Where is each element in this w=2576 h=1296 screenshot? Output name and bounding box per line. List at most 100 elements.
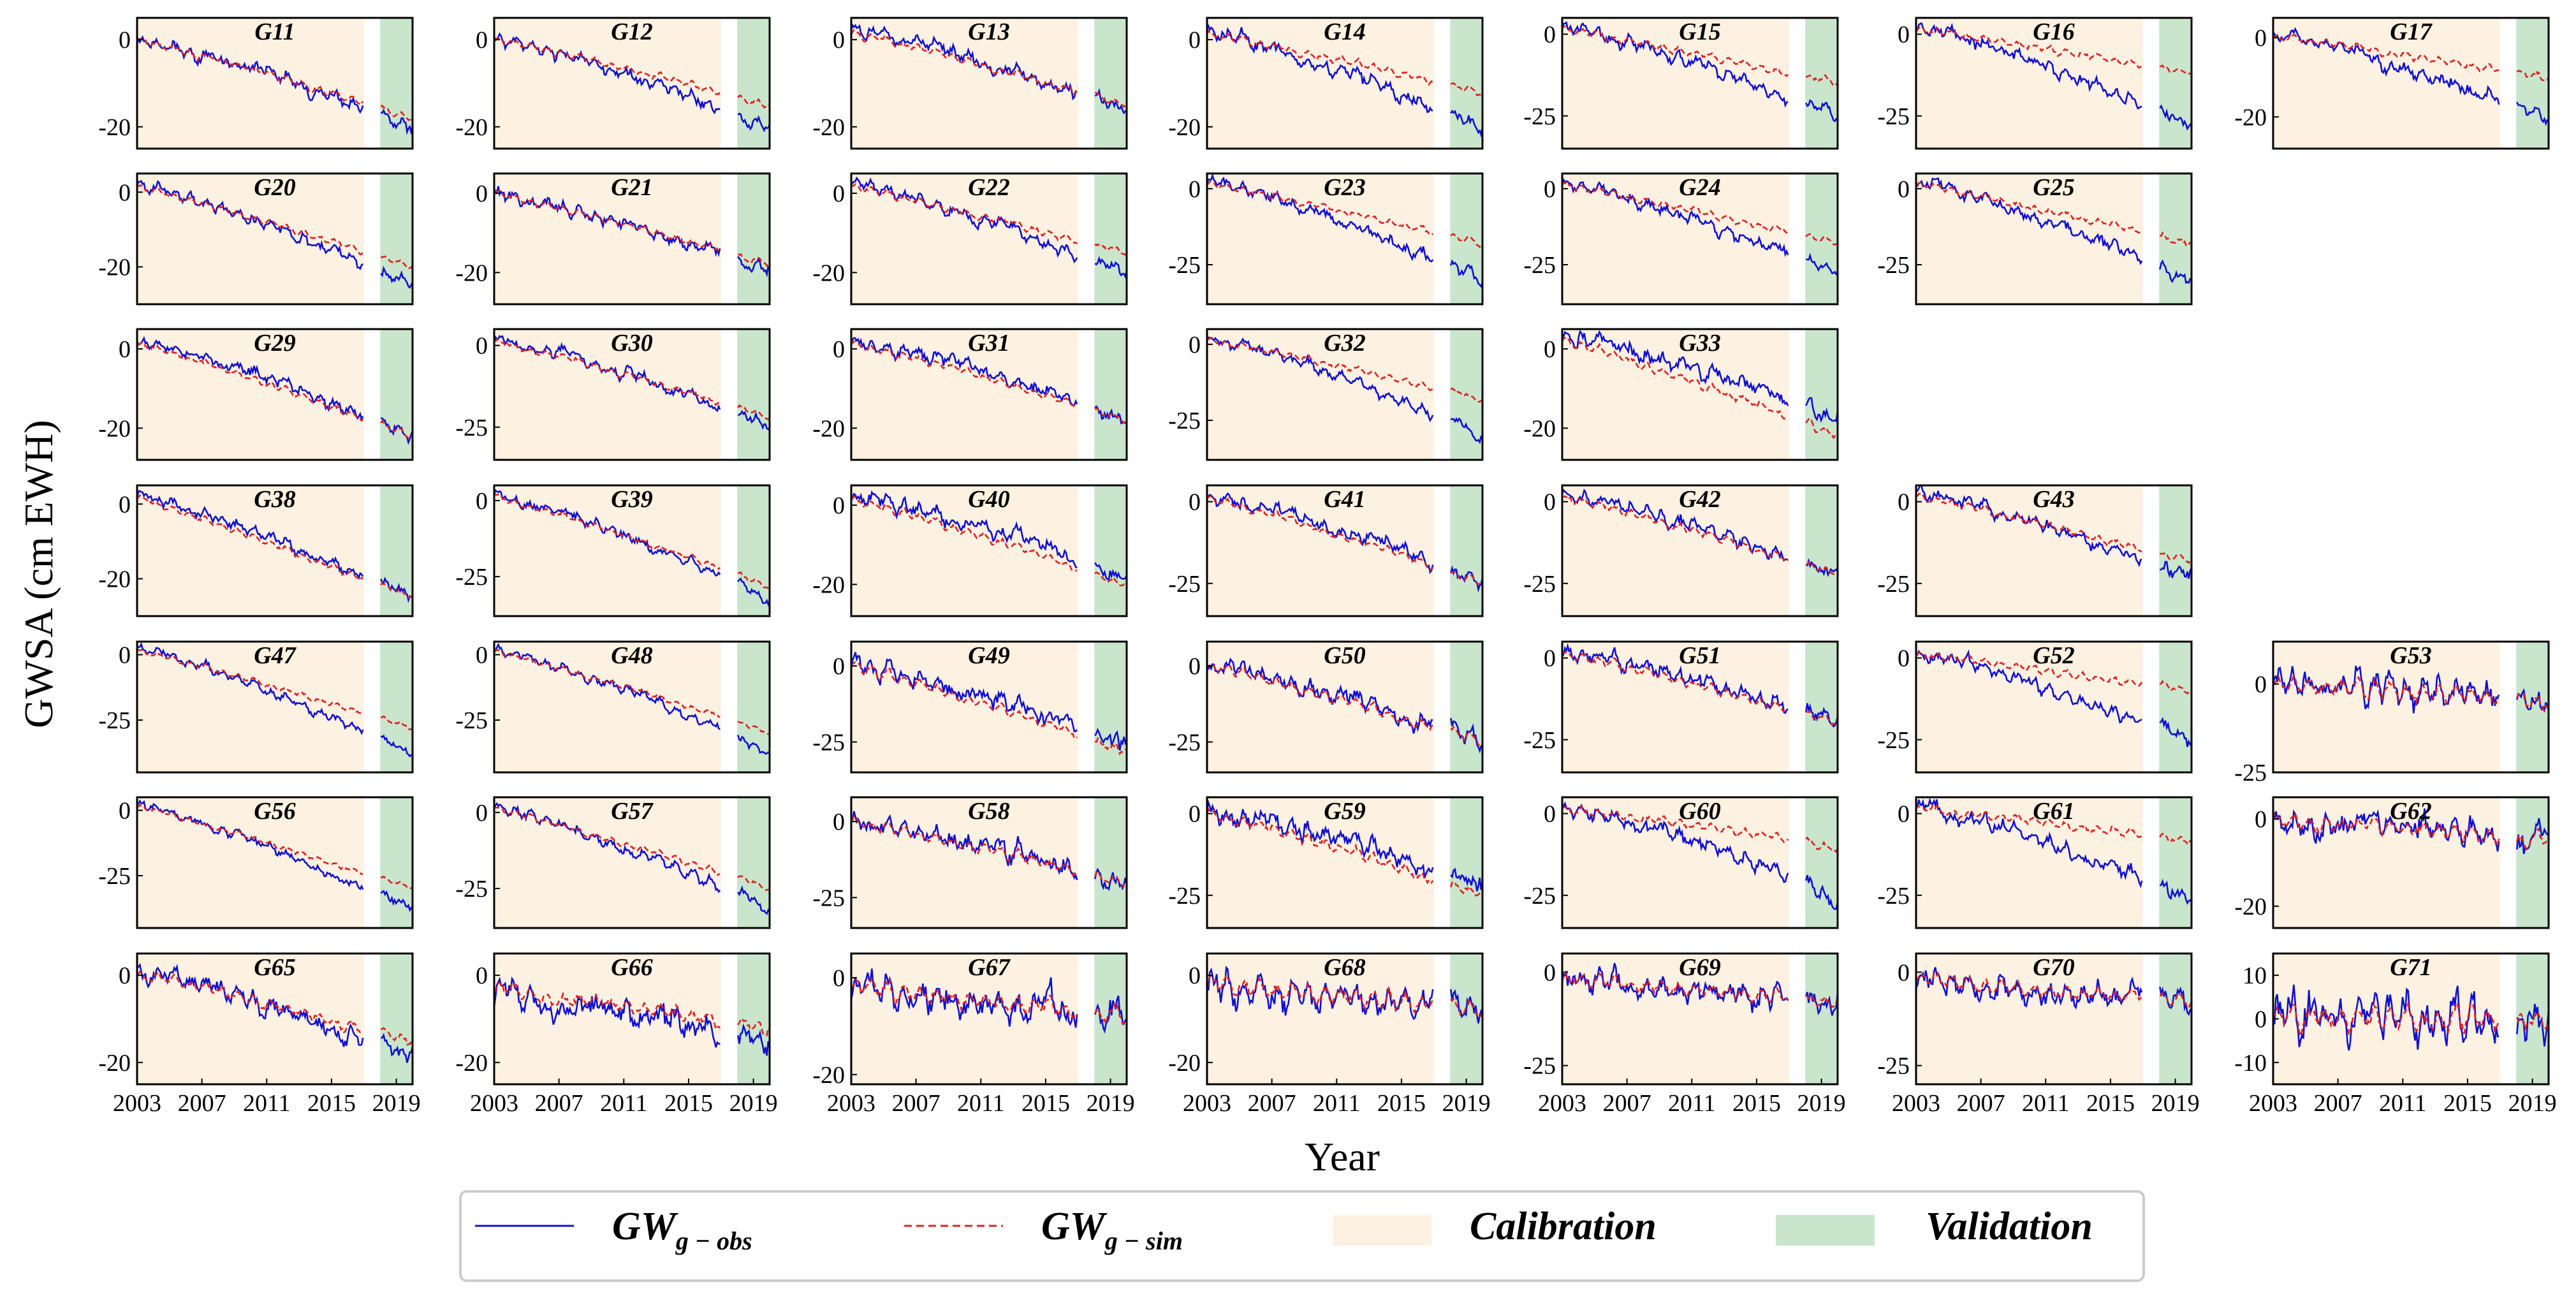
x-tick-label: 2003 [1892, 1090, 1940, 1117]
panel-g62: 0 -20 G62 [2234, 796, 2550, 929]
x-tick-label: 2019 [1797, 1090, 1846, 1117]
y-tick-label: 0 [833, 27, 845, 54]
panel-g49: 0 -25 G49 [812, 640, 1128, 774]
panel-g68: 0 -20 G68 2003 2007 2011 2015 2019 [1168, 952, 1491, 1117]
series-sim-line [1915, 181, 2192, 247]
calibration-band [1207, 642, 1434, 772]
series-sim-line [850, 29, 1127, 108]
x-tick-label: 2007 [178, 1090, 226, 1117]
series-obs-line [493, 976, 771, 1056]
panel-title: G38 [254, 486, 295, 513]
calibration-band [1562, 18, 1789, 149]
x-tick-label: 2007 [1248, 1090, 1296, 1117]
panel-frame [1206, 328, 1484, 461]
y-tick-label: -20 [812, 571, 845, 598]
panel-title: G32 [1324, 330, 1365, 357]
x-tick-label: 2015 [1732, 1090, 1781, 1117]
y-tick-label: 0 [119, 179, 131, 206]
calibration-band [137, 173, 364, 304]
validation-band [737, 954, 770, 1084]
y-tick-label: -20 [455, 1050, 488, 1077]
panel-frame [136, 328, 414, 461]
legend-obs-subscript: g − obs [675, 1226, 752, 1255]
y-tick-label: -20 [455, 260, 488, 286]
y-tick-label: -20 [812, 114, 845, 141]
panel-g70: 0 -25 G70 2003 2007 2011 2015 2019 [1877, 952, 2200, 1117]
panel-g38: 0 -20 G38 [98, 484, 414, 617]
validation-band [1805, 485, 1838, 616]
series-sim-line [1206, 495, 1483, 585]
series-sim-line [494, 338, 771, 421]
x-tick-label: 2015 [1021, 1090, 1070, 1117]
y-tick-label: -25 [1168, 729, 1201, 756]
legend-calibration-swatch [1333, 1215, 1431, 1246]
y-tick-label: -25 [1168, 883, 1201, 909]
panel-g21: 0 -20 G21 [455, 172, 771, 306]
panel-title: G25 [2033, 174, 2074, 201]
series-sim-line [850, 815, 1128, 888]
panel-frame [1561, 952, 1839, 1086]
y-tick-label: -25 [1877, 727, 1910, 754]
validation-band [2159, 954, 2192, 1084]
x-tick-label: 2011 [2022, 1090, 2070, 1117]
series-obs-line [1561, 330, 1839, 423]
calibration-band [1207, 329, 1434, 460]
validation-band [380, 797, 413, 928]
series-obs-line [1915, 177, 2192, 284]
x-tick-label: 2007 [1957, 1090, 2005, 1117]
panel-title: G39 [611, 486, 652, 513]
panel-title: G60 [1679, 798, 1720, 825]
y-tick-label: -25 [1523, 252, 1556, 279]
y-tick-label: 0 [1544, 801, 1556, 828]
calibration-band [1916, 18, 2143, 149]
series-obs-line [1206, 799, 1484, 892]
y-tick-label: 0 [1898, 801, 1910, 828]
x-tick-label: 2011 [1313, 1090, 1361, 1117]
series-obs-line [850, 337, 1127, 425]
y-tick-label: 0 [1898, 645, 1910, 672]
calibration-band [1207, 954, 1434, 1084]
y-tick-label: -20 [1168, 114, 1201, 141]
panel-title: G15 [1679, 18, 1720, 45]
series-sim-line [2272, 810, 2549, 851]
series-obs-line [136, 642, 413, 758]
series-sim-line [2272, 1001, 2550, 1040]
calibration-band [2273, 642, 2500, 772]
panel-title: G12 [611, 18, 652, 45]
x-tick-label: 2007 [892, 1090, 940, 1117]
panel-frame [493, 484, 771, 617]
panel-title: G14 [1324, 18, 1365, 45]
validation-band [737, 642, 770, 772]
y-tick-label: -20 [98, 566, 131, 593]
y-tick-label: -25 [1523, 727, 1556, 754]
series-obs-line [1561, 177, 1839, 276]
panel-title: G43 [2033, 486, 2074, 513]
series-sim-line [851, 495, 1127, 587]
panel-frame [1915, 17, 2193, 150]
y-tick-label: 0 [2255, 806, 2267, 833]
y-tick-label: 0 [833, 809, 845, 836]
series-sim-line [1915, 26, 2192, 75]
panel-title: G49 [968, 642, 1009, 669]
y-tick-label: 0 [476, 642, 488, 669]
x-tick-label: 2003 [827, 1090, 875, 1117]
validation-band [1094, 797, 1127, 928]
series-obs-line [850, 490, 1128, 582]
panel-g17: 0 -20 G17 [2234, 17, 2550, 150]
y-tick-label: 0 [833, 492, 845, 519]
series-obs-line [850, 652, 1128, 751]
x-tick-label: 2003 [470, 1090, 518, 1117]
panel-frame [1915, 172, 2193, 306]
legend: GWg − obs GWg − sim Calibration Validati… [459, 1190, 2145, 1282]
panel-title: G47 [254, 642, 296, 669]
validation-band [737, 797, 770, 928]
x-tick-label: 2019 [372, 1090, 421, 1117]
panel-frame [136, 640, 414, 774]
calibration-band [137, 18, 364, 149]
series-obs-line [851, 176, 1128, 279]
validation-band [1450, 642, 1482, 772]
y-tick-label: -10 [2234, 1050, 2267, 1077]
series-sim-line [2272, 674, 2550, 713]
calibration-band [494, 954, 721, 1084]
y-tick-label: 0 [1898, 489, 1910, 516]
